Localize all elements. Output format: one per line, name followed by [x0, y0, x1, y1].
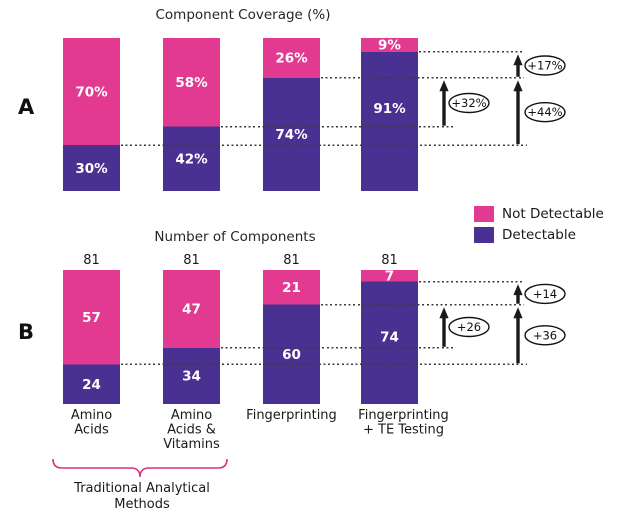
- panel-a: 70% 58% 26% 9% 30% 42% 74% 91% +32% +17% +44%: [63, 38, 566, 191]
- improvement-arrow-head-icon: [513, 307, 523, 319]
- bar-3-segment-detectable: [361, 51, 418, 191]
- data-label-not-detectable-3: 9%: [378, 38, 401, 54]
- panel-a-title: Component Coverage (%): [155, 7, 331, 23]
- improvement-arrow-head-icon: [513, 54, 523, 66]
- detectable-swatch-icon: [474, 227, 494, 243]
- data-label-not-detectable-2: 21: [282, 280, 301, 296]
- annotation-value-label: +17%: [527, 59, 562, 73]
- bar-0-segment-detectable: [63, 145, 120, 191]
- category-label-2-line-0: Fingerprinting: [246, 408, 337, 423]
- bar-1-segment-detectable: [163, 347, 220, 404]
- brace-label: Traditional Analytical Methods: [42, 481, 242, 512]
- category-label-3-line-1: + TE Testing: [363, 423, 444, 438]
- annotation-value-label: +14: [533, 287, 557, 301]
- data-label-not-detectable-1: 58%: [175, 75, 208, 91]
- bar-1-segment-not-detectable: [163, 38, 220, 127]
- panel-b-letter: B: [18, 320, 35, 344]
- traditional-methods-brace-icon: [52, 458, 228, 478]
- annotation-value-label: +36: [533, 328, 557, 342]
- category-label-1-line-2: Vitamins: [163, 437, 220, 452]
- bar-0-segment-detectable: [63, 364, 120, 404]
- total-label-bar-1: 81: [183, 253, 200, 268]
- data-label-detectable-3: 74: [380, 330, 399, 346]
- improvement-arrow-head-icon: [513, 284, 523, 296]
- bar-2-segment-not-detectable: [263, 38, 320, 78]
- bar-3-segment-not-detectable: [361, 270, 418, 282]
- legend: Not Detectable Detectable: [474, 206, 604, 243]
- total-label-bar-2: 81: [283, 253, 300, 268]
- data-label-not-detectable-3: 7: [385, 269, 394, 285]
- data-label-detectable-0: 24: [82, 377, 101, 393]
- annotation-oval: [524, 283, 566, 305]
- data-label-detectable-1: 34: [182, 369, 201, 385]
- data-label-detectable-3: 91%: [373, 101, 406, 117]
- legend-item-detectable: Detectable: [474, 227, 604, 243]
- legend-item-not-detectable: Not Detectable: [474, 206, 604, 222]
- data-label-detectable-2: 74%: [275, 127, 308, 143]
- category-label-0-line-0: Amino: [71, 408, 112, 423]
- bar-2-segment-detectable: [263, 77, 320, 191]
- category-label-3-line-0: Fingerprinting: [358, 408, 449, 423]
- annotation-oval: [524, 325, 566, 346]
- category-label-1-line-1: Acids &: [167, 423, 216, 438]
- data-label-detectable-2: 60: [282, 347, 301, 363]
- panel-a-letter: A: [18, 95, 35, 119]
- total-label-bar-0: 81: [83, 253, 100, 268]
- bar-3-segment-not-detectable: [361, 38, 418, 52]
- bar-2-segment-not-detectable: [263, 270, 320, 305]
- data-label-not-detectable-0: 70%: [75, 84, 108, 100]
- category-label-1-line-0: Amino: [171, 408, 212, 423]
- brace-label-line-2: Methods: [114, 496, 170, 512]
- improvement-arrow-head-icon: [439, 80, 449, 92]
- total-label-bar-3: 81: [381, 253, 398, 268]
- annotation-oval: [524, 101, 566, 123]
- data-label-not-detectable-0: 57: [82, 310, 101, 326]
- data-label-detectable-0: 30%: [75, 161, 108, 177]
- bar-1-segment-detectable: [163, 126, 220, 191]
- improvement-arrow-head-icon: [439, 307, 449, 319]
- bar-0-segment-not-detectable: [63, 270, 120, 365]
- bar-3-segment-detectable: [361, 281, 418, 404]
- annotation-value-label: +32%: [451, 96, 486, 110]
- improvement-arrow-head-icon: [513, 80, 523, 92]
- category-label-0-line-1: Acids: [74, 423, 109, 438]
- annotation-value-label: +44%: [527, 105, 562, 119]
- panel-b-title: Number of Components: [154, 229, 316, 245]
- legend-label-detectable: Detectable: [502, 227, 576, 243]
- annotation-value-label: +26: [457, 320, 481, 334]
- annotation-oval: [524, 55, 566, 76]
- annotation-oval: [448, 316, 490, 338]
- legend-label-not-detectable: Not Detectable: [502, 206, 604, 222]
- data-label-not-detectable-2: 26%: [275, 51, 308, 67]
- data-label-detectable-1: 42%: [175, 152, 208, 168]
- bar-1-segment-not-detectable: [163, 270, 220, 348]
- bar-0-segment-not-detectable: [63, 38, 120, 146]
- not-detectable-swatch-icon: [474, 206, 494, 222]
- annotation-oval: [448, 92, 490, 114]
- bar-2-segment-detectable: [263, 304, 320, 404]
- brace-label-line-1: Traditional Analytical: [74, 481, 210, 496]
- data-label-not-detectable-1: 47: [182, 302, 201, 318]
